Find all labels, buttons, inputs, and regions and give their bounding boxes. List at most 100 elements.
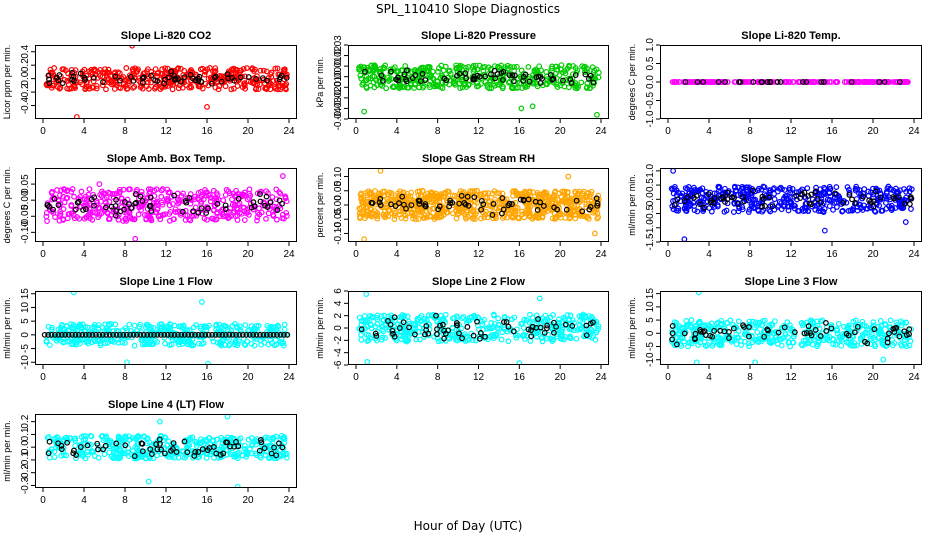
figure-title: SPL_110410 Slope Diagnostics [376,2,560,16]
point [130,331,137,338]
plot-border [660,45,922,119]
point [117,77,123,84]
x-tick-label: 0 [665,249,671,260]
x-tick-label: 0 [353,372,359,383]
point [391,314,398,321]
point [878,79,885,85]
point [105,321,112,328]
point [481,214,487,221]
point [582,314,589,321]
point [426,207,433,214]
point [743,184,750,191]
point [203,323,209,330]
point [541,209,548,216]
point [453,208,460,215]
point [566,64,573,70]
point [388,314,395,321]
point [750,79,757,85]
point [69,186,76,192]
point [495,315,502,322]
point [214,200,221,207]
point [77,79,83,86]
point [557,82,564,89]
point [860,193,867,200]
point [410,202,417,209]
point [203,210,210,216]
y-tick-label: 0 [645,330,656,336]
point [864,340,871,347]
point [59,80,66,86]
point [259,75,266,81]
point [735,192,742,198]
point [278,72,285,79]
point [814,202,821,209]
point [237,326,243,333]
point [870,319,877,326]
x-tick-label: 8 [122,495,128,506]
point [759,193,766,200]
point [765,327,771,334]
point [281,321,288,328]
point [496,64,503,71]
point [754,329,761,336]
point [718,342,725,349]
point [127,331,134,338]
point [257,331,263,338]
point [517,73,524,80]
point [465,64,472,70]
point [854,323,861,330]
y-tick-label: 4 [333,300,344,306]
point [258,337,264,344]
point [241,217,248,224]
point [669,336,676,343]
point [419,71,426,77]
point [369,313,375,320]
point [478,81,484,87]
point [103,86,109,93]
point [892,325,898,332]
point [106,69,113,76]
point [701,204,708,211]
point [203,216,210,223]
point [132,200,139,207]
point [906,331,912,338]
point [544,322,551,329]
point [505,338,512,345]
point [222,202,229,209]
point [45,323,52,330]
point [387,197,394,204]
point [420,65,427,72]
point [863,324,870,330]
point [491,188,498,195]
point [199,65,206,72]
point [888,202,895,209]
point [219,331,226,338]
point [673,207,680,214]
point [72,331,79,338]
point [682,185,689,191]
plot-border [348,168,609,242]
point [477,329,484,336]
point [437,84,444,91]
point [164,186,171,193]
y-tick-label: -0.2 [20,464,31,482]
point [466,336,472,343]
point [758,186,765,193]
point [471,314,478,321]
plot-border [35,45,297,119]
point [164,331,171,338]
point [147,331,154,338]
point [267,331,274,338]
x-tick-label: 12 [160,372,172,383]
point [110,331,116,338]
x-tick-label: 20 [867,249,879,260]
point [243,331,250,338]
point [798,320,805,326]
point [282,194,289,201]
point [430,197,437,204]
point [409,77,416,84]
point [532,79,538,86]
point [569,317,576,323]
